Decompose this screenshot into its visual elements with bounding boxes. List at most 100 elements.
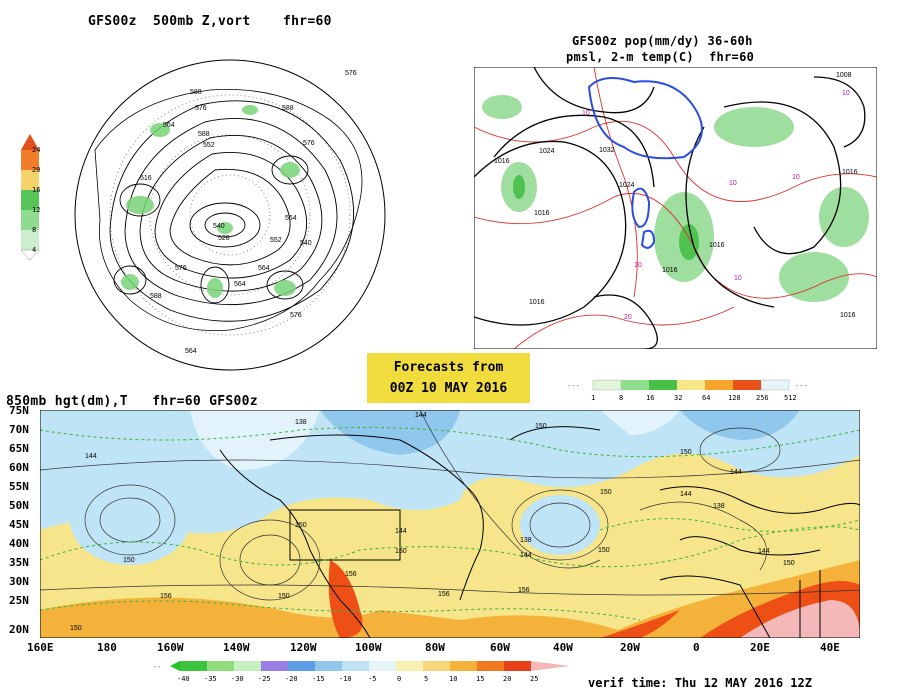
contour-label: 150 (395, 548, 407, 555)
contour-label: 150 (600, 489, 612, 496)
isobar-label: 1008 (836, 72, 852, 79)
coastlines (219, 426, 860, 638)
contour-label: 150 (535, 423, 547, 430)
lon-label: 120W (290, 641, 317, 654)
svg-text:- - -: - - - (568, 383, 580, 390)
precip-heavy (513, 175, 699, 260)
contour-label: 564 (258, 265, 270, 272)
contour-label: 144 (730, 469, 742, 476)
lat-label: 70N (9, 423, 29, 436)
colorbar-label: -10 (339, 675, 352, 683)
contour-label: 144 (758, 548, 770, 555)
colorbar-label: 256 (756, 394, 769, 402)
colorbar-label: -5 (368, 675, 377, 683)
contour-label: 552 (203, 142, 215, 149)
lat-label: 40N (9, 537, 29, 550)
isobar-label: 1016 (662, 267, 678, 274)
contour-label: 576 (303, 140, 315, 147)
colorbar-label: 16 (646, 394, 655, 402)
lat-label: 45N (9, 518, 29, 531)
global-850mb-map: 144 150 138 144 150 150 144 150 156 150 … (40, 410, 860, 638)
colorbar-label: 16 (32, 186, 41, 194)
temp-label: 10 (792, 174, 800, 181)
contour-label: 150 (123, 557, 135, 564)
lat-label: 60N (9, 461, 29, 474)
isobar-label: 1024 (619, 182, 635, 189)
temp-label: 10 (729, 180, 737, 187)
contour-label: 564 (185, 348, 197, 355)
colorbar-label: 15 (476, 675, 485, 683)
lat-label: 25N (9, 594, 29, 607)
precip-colorbar: - - - - - - (568, 379, 808, 391)
forecast-banner: Forecasts from 00Z 10 MAY 2016 (367, 353, 530, 403)
colorbar-label: 512 (784, 394, 797, 402)
colorbar-label: 128 (728, 394, 741, 402)
lon-label: 180 (97, 641, 117, 654)
contour-label: 150 (680, 449, 692, 456)
colorbar-label: -35 (204, 675, 217, 683)
temperature-colorbar: - - (154, 661, 570, 671)
lon-label: 60W (490, 641, 510, 654)
contour-label: 588 (198, 131, 210, 138)
temp-label: 20 (624, 314, 632, 321)
lat-label: 65N (9, 442, 29, 455)
contour-label: 150 (278, 593, 290, 600)
isobar-label: 1024 (539, 148, 555, 155)
temperature-contours (40, 427, 860, 621)
contour-label: 576 (195, 105, 207, 112)
contour-label: 588 (150, 293, 162, 300)
lat-ring-80 (189, 174, 271, 256)
colorbar-label: -30 (231, 675, 244, 683)
colorbar-label: -20 (285, 675, 298, 683)
contour-label: 576 (175, 265, 187, 272)
contour-label: 144 (680, 491, 692, 498)
contour-label: 588 (190, 89, 202, 96)
banner-line1: Forecasts from (393, 360, 504, 375)
snow-contours (587, 77, 703, 249)
lat-label: 35N (9, 556, 29, 569)
colorbar-label: -15 (312, 675, 325, 683)
isobar-label: 1016 (494, 158, 510, 165)
polar-map-boundary (74, 59, 386, 371)
colorbar-label: 25 (530, 675, 539, 683)
svg-text:- -: - - (154, 664, 161, 671)
height-contours (109, 100, 355, 322)
lon-label: 40E (820, 641, 840, 654)
colorbar-label: 10 (449, 675, 458, 683)
banner-line2: 00Z 10 MAY 2016 (389, 381, 508, 396)
isobar-label: 1032 (599, 147, 615, 154)
contour-label: 150 (295, 522, 307, 529)
contour-label: 156 (345, 571, 357, 578)
near-freezing (190, 410, 680, 470)
colorbar-label: 24 (32, 146, 41, 154)
contour-label: 564 (234, 281, 246, 288)
colorbar-label: 1 (591, 394, 596, 402)
vorticity-shading (121, 105, 300, 298)
coastline (94, 89, 363, 331)
contour-label: 150 (598, 547, 610, 554)
colorbar-label: 8 (32, 226, 37, 234)
lat-label: 50N (9, 499, 29, 512)
contour-label: 564 (163, 122, 175, 129)
temp-label: 10 (582, 110, 590, 117)
contour-label: 540 (213, 223, 225, 230)
colorbar-label: -25 (258, 675, 271, 683)
colorbar-label: 32 (674, 394, 683, 402)
panel-title-pop-line1: GFS00z pop(mm/dy) 36-60h (572, 34, 753, 48)
contour-label: 516 (140, 175, 152, 182)
colorbar-label: 12 (32, 206, 41, 214)
isobar-label: 1016 (534, 210, 550, 217)
temp-label: 10 (634, 262, 642, 269)
isobar-label: 1016 (709, 242, 725, 249)
contour-label: 552 (270, 237, 282, 244)
contour-label: 144 (85, 453, 97, 460)
vorticity-colorbar (20, 134, 40, 261)
contour-label: 156 (160, 593, 172, 600)
colorbar-label: 8 (619, 394, 624, 402)
contour-label: 576 (345, 70, 357, 77)
lon-label: 100W (355, 641, 382, 654)
contour-label: 156 (438, 591, 450, 598)
contour-label: 138 (713, 503, 725, 510)
svg-text:- - -: - - - (796, 383, 808, 390)
contour-label: 144 (520, 552, 532, 559)
